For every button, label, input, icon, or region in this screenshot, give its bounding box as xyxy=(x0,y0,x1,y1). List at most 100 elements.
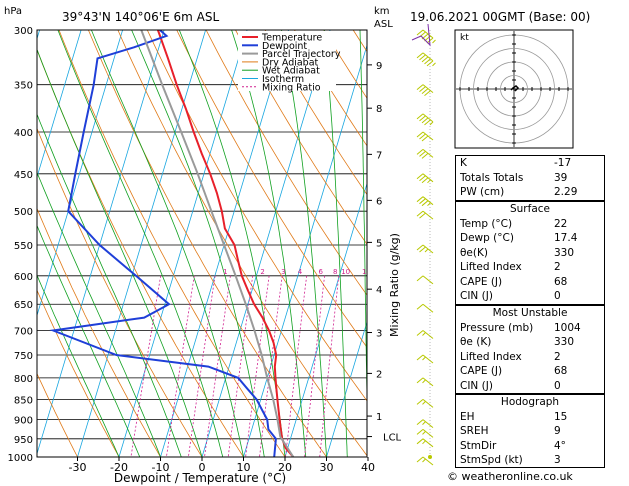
wet-adiabat-line xyxy=(131,30,265,457)
wind-barbs xyxy=(411,23,436,466)
mixing-ratio-axis-label: Mixing Ratio (g/kg) xyxy=(388,233,401,337)
wind-barb-flag xyxy=(416,84,424,91)
hodograph-ring xyxy=(500,75,528,103)
x-tick-label: 20 xyxy=(278,461,292,474)
wind-barb-flag xyxy=(416,52,424,59)
hodo-row: StmDir 4° xyxy=(460,439,566,452)
wind-barb-flag xyxy=(416,210,424,217)
dry-adiabat-line xyxy=(264,30,367,196)
datetime-title: 19.06.2021 00GMT (Base: 00) xyxy=(410,10,590,24)
wind-barb-flag xyxy=(416,354,424,361)
km-tick-label: 5 xyxy=(376,238,382,249)
background-lines: 1 2 3 4 6 8 10 15 20 2 5 xyxy=(37,30,367,457)
hodo-row: EH 15 xyxy=(460,410,568,423)
pressure-tick-label: 500 xyxy=(14,207,33,218)
mixing-ratio-line xyxy=(285,275,308,457)
dry-adiabat-line xyxy=(205,30,367,296)
wind-barb xyxy=(422,438,434,448)
hodograph-trace xyxy=(510,85,520,92)
wind-barb-half xyxy=(432,39,436,44)
surface-title: Surface xyxy=(509,203,550,215)
wind-barb-half xyxy=(422,356,426,361)
most-unstable-table: Most Unstable Pressure (mb) 1004 θe (K) 33… xyxy=(455,305,605,394)
km-unit: km xyxy=(374,6,390,17)
isotherm-line xyxy=(37,30,123,317)
km-tick-label: 1 xyxy=(376,412,382,423)
km-tick-label: 8 xyxy=(376,104,382,115)
mixing-ratio-line xyxy=(304,275,325,457)
km-tick-label: 7 xyxy=(376,150,382,161)
upper-wind-marker xyxy=(411,23,431,47)
wind-barb-half xyxy=(429,121,434,126)
surface-row: CIN (J) 0 xyxy=(460,290,561,302)
wind-barb-half xyxy=(422,440,426,445)
wind-barb-flag xyxy=(419,54,426,61)
dry-adiabat-line xyxy=(235,30,367,245)
hodograph-ring xyxy=(473,48,555,130)
km-tick-label: 9 xyxy=(376,61,382,72)
dry-adiabat-line xyxy=(37,207,161,457)
mu-row: Pressure (mb) 1004 xyxy=(460,321,581,334)
dry-adiabat-line xyxy=(88,30,327,457)
wind-barb-half xyxy=(422,332,426,336)
wind-barb-flag xyxy=(416,419,424,426)
hodograph: kt xyxy=(454,29,574,149)
km-tick-label: 4 xyxy=(376,285,382,296)
series-line-parcel-trajectory xyxy=(140,30,295,457)
mixing-ratio-label: 4 xyxy=(298,268,303,276)
mu-row: θe (K) 330 xyxy=(460,336,575,348)
wind-barb-flag xyxy=(419,115,426,122)
wind-barb-half xyxy=(424,248,429,253)
indices-table: K -17 Totals Totals 39 PW (cm) 2.29 xyxy=(455,155,605,201)
wind-barb xyxy=(422,456,434,466)
km-tick-label: LCL xyxy=(383,433,402,444)
wind-barb-flag xyxy=(416,131,424,138)
footer-credit[interactable]: © weatheronline.co.uk xyxy=(447,470,573,483)
wind-barb-half xyxy=(422,430,426,435)
axes: 3003504004505005506006507007508008509009… xyxy=(8,26,402,474)
legend-entry: Dewpoint xyxy=(262,41,307,52)
isotherm-line xyxy=(201,30,331,457)
x-tick-label: -20 xyxy=(110,461,128,474)
wind-barb-flag xyxy=(419,86,426,93)
mu-row: Lifted Index 2 xyxy=(460,350,561,363)
dry-adiabat-line xyxy=(176,30,367,348)
x-tick-label: 0 xyxy=(199,461,206,474)
wind-barb-flag xyxy=(424,58,431,65)
wind-barb-flag xyxy=(421,135,429,142)
wet-adiabat-line xyxy=(359,30,367,424)
wind-barb xyxy=(422,303,434,313)
wet-adiabat-line xyxy=(323,30,348,457)
x-tick-label: -30 xyxy=(69,461,87,474)
surface-row: CAPE (J) 68 xyxy=(460,275,568,288)
km-tick-label: 2 xyxy=(376,369,382,380)
legend-entry: Dry Adiabat xyxy=(262,57,319,68)
pressure-tick-label: 1000 xyxy=(8,453,33,464)
mixing-ratio-label: 1 xyxy=(223,268,227,276)
mixing-ratio-line xyxy=(166,275,195,457)
wind-barb-flag xyxy=(416,428,424,435)
pressure-tick-label: 700 xyxy=(14,327,33,338)
wind-barb-flag xyxy=(416,244,424,251)
wind-barb-half xyxy=(422,401,426,405)
wind-barb-flag xyxy=(421,56,429,63)
wind-barb xyxy=(422,330,434,339)
surface-row: θe(K) 330 xyxy=(460,246,575,259)
wind-barb xyxy=(422,354,434,364)
x-tick-label: 40 xyxy=(361,461,375,474)
wind-barb-flag xyxy=(416,303,424,310)
wind-barb-half xyxy=(427,202,431,207)
x-tick-label: 30 xyxy=(320,461,334,474)
wet-adiabat-line xyxy=(37,48,203,457)
legend-entry: Isotherm xyxy=(262,74,304,85)
pressure-tick-label: 800 xyxy=(14,374,33,385)
dry-adiabat-line xyxy=(37,289,120,457)
wind-barb-flag xyxy=(419,212,426,219)
wind-barb-flag xyxy=(416,377,424,384)
hodo-row: SREH 9 xyxy=(460,425,561,437)
index-row-pw: PW (cm) 2.29 xyxy=(460,186,578,198)
mixing-ratio-label: 6 xyxy=(319,268,324,276)
mixing-ratio-label: 10 xyxy=(341,268,350,276)
wind-barb-flag xyxy=(416,438,424,445)
